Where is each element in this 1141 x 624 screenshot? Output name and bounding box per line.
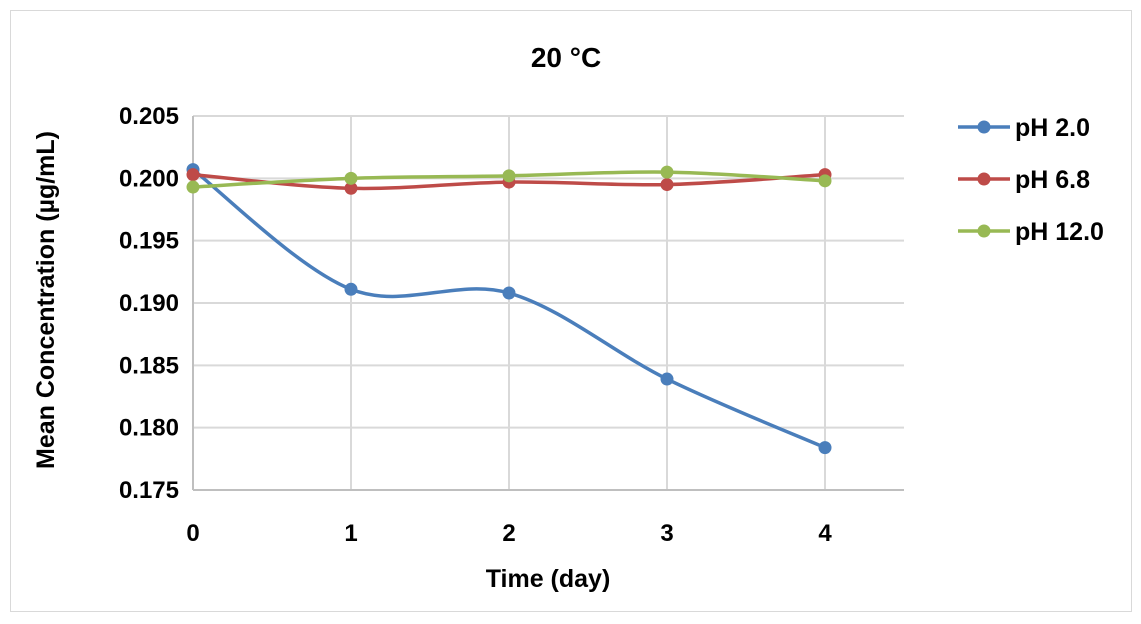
data-point xyxy=(186,180,200,194)
legend-label: pH 12.0 xyxy=(1015,218,1104,246)
data-point xyxy=(344,181,358,195)
data-point xyxy=(660,165,674,179)
data-point xyxy=(502,169,516,183)
legend-item: pH 12.0 xyxy=(958,218,1104,246)
legend-label: pH 2.0 xyxy=(1015,114,1090,142)
y-axis-title: Mean Concentration (µg/mL) xyxy=(32,131,60,469)
legend-marker xyxy=(977,120,991,134)
legend-marker xyxy=(977,172,991,186)
data-point xyxy=(344,171,358,185)
series-group xyxy=(186,163,832,455)
y-tick-label: 0.180 xyxy=(119,415,179,442)
x-tick-label: 1 xyxy=(344,520,357,547)
chart-frame xyxy=(10,10,1132,612)
data-point xyxy=(818,174,832,188)
legend-marker xyxy=(977,224,991,238)
y-tick-label: 0.175 xyxy=(119,477,179,504)
y-tick-label: 0.185 xyxy=(119,352,179,379)
x-tick-label: 2 xyxy=(502,520,515,547)
y-tick-label: 0.205 xyxy=(119,103,179,130)
y-tick-label: 0.190 xyxy=(119,290,179,317)
y-tick-label: 0.200 xyxy=(119,165,179,192)
data-point xyxy=(502,286,516,300)
data-point xyxy=(660,178,674,192)
series-ph-12-0 xyxy=(186,165,832,194)
tick-labels: 0.175 0.180 0.185 0.190 0.195 0.200 0.205 0 1 2 3 4 xyxy=(119,103,832,547)
gridlines xyxy=(193,115,904,490)
chart-title: 20 °C xyxy=(531,42,601,73)
legend-label: pH 6.8 xyxy=(1015,166,1090,194)
y-tick-label: 0.195 xyxy=(119,228,179,255)
legend-item: pH 6.8 xyxy=(958,166,1090,194)
x-tick-label: 0 xyxy=(186,520,199,547)
data-point xyxy=(344,282,358,296)
x-tick-label: 3 xyxy=(660,520,673,547)
x-tick-label: 4 xyxy=(818,520,832,547)
data-point xyxy=(186,168,200,182)
legend-item: pH 2.0 xyxy=(958,114,1090,142)
x-axis-title: Time (day) xyxy=(486,565,611,593)
data-point xyxy=(660,372,674,386)
data-point xyxy=(818,441,832,455)
legend: pH 2.0 pH 6.8 pH 12.0 xyxy=(958,114,1104,246)
